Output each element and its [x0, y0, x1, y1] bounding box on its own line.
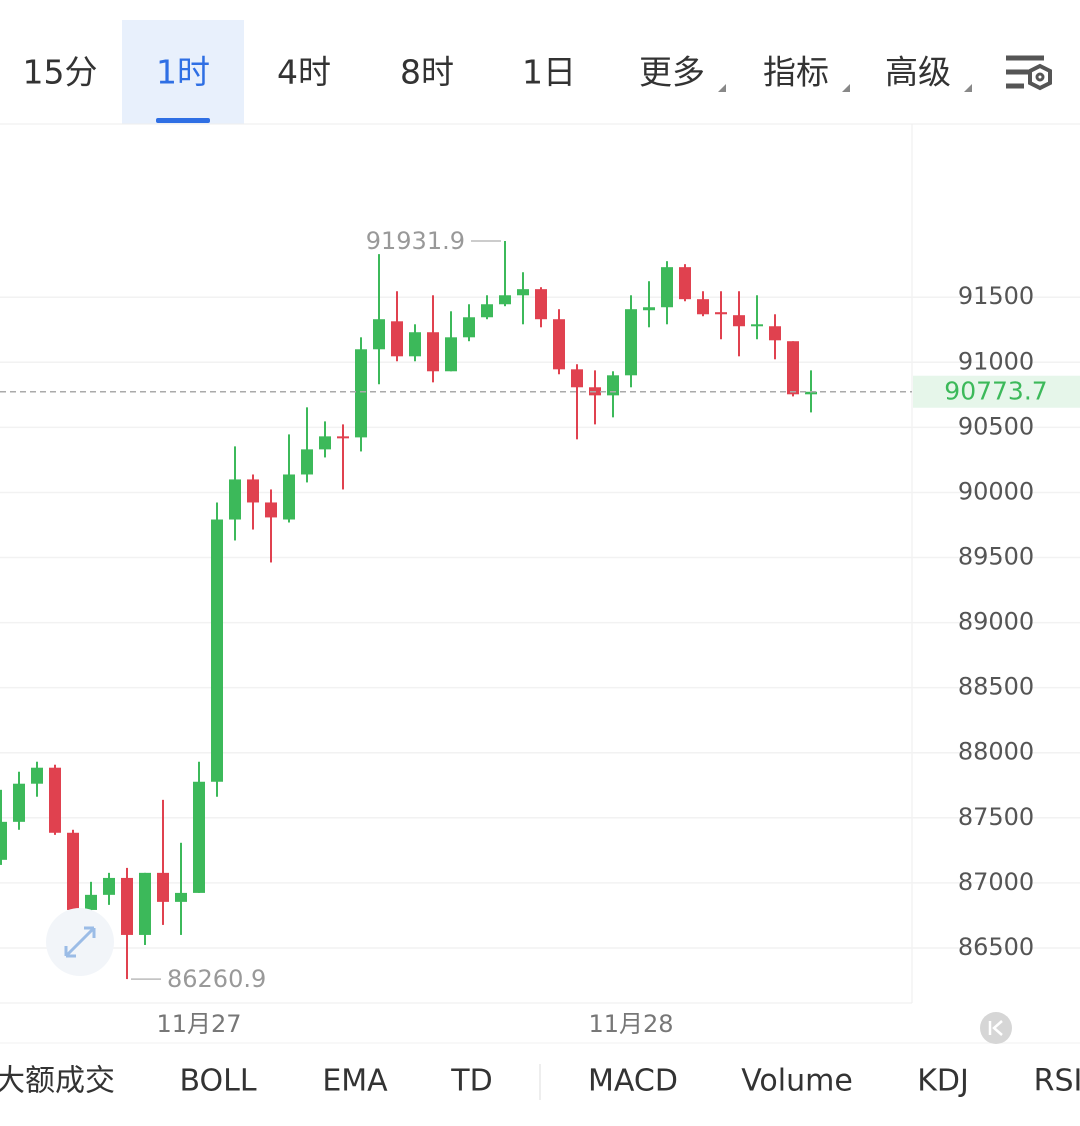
tab[interactable]: 15分	[23, 53, 98, 92]
indicator-tab[interactable]: MACD	[588, 1064, 678, 1099]
candle-body	[643, 307, 655, 311]
y-tick-label: 87500	[958, 803, 1034, 831]
candle-body	[499, 295, 511, 305]
active-tab-bg	[122, 20, 244, 124]
candle-body	[733, 315, 745, 327]
candle-body	[787, 341, 799, 395]
candle-body	[211, 519, 223, 782]
candle-body	[139, 872, 151, 935]
indicator-tab[interactable]: BOLL	[179, 1064, 256, 1099]
tab-dropdown[interactable]: 更多	[639, 53, 705, 92]
candle-body	[175, 892, 187, 902]
y-tick-label: 87000	[958, 868, 1034, 896]
y-tick-label: 86500	[958, 933, 1034, 961]
dropdown-arrows	[718, 84, 972, 92]
candle-body	[535, 289, 547, 320]
candle-body	[409, 332, 421, 357]
candle-body	[283, 474, 295, 520]
candle-body	[229, 479, 241, 520]
tab[interactable]: 1日	[522, 53, 576, 92]
indicator-tab[interactable]: TD	[450, 1064, 492, 1099]
candle-body	[121, 877, 133, 935]
low-marker-label: 86260.9	[167, 965, 266, 993]
x-tick-label: 11月28	[588, 1010, 673, 1038]
candle-body	[13, 783, 25, 822]
y-tick-label: 90000	[958, 477, 1034, 505]
y-tick-label: 89500	[958, 543, 1034, 571]
candle-body	[571, 369, 583, 388]
zoom-button[interactable]	[46, 908, 114, 976]
candle-body	[373, 319, 385, 350]
indicator-tab[interactable]: RSI	[1034, 1064, 1080, 1099]
candle-body	[265, 502, 277, 518]
candle-body	[751, 324, 763, 327]
candle-body	[625, 309, 637, 376]
settings-icon[interactable]	[1006, 55, 1052, 91]
candle-body	[715, 312, 727, 315]
tab-dropdown[interactable]: 指标	[763, 53, 829, 92]
y-tick-label: 91500	[958, 282, 1034, 310]
y-tick-label: 88500	[958, 673, 1034, 701]
candle-body	[607, 375, 619, 396]
candle-body	[103, 877, 115, 895]
tab-dropdown[interactable]: 高级	[885, 53, 951, 92]
candle-body	[481, 304, 493, 318]
last-price-label: 90773.7	[944, 377, 1047, 406]
tab[interactable]: 4时	[277, 53, 331, 92]
indicator-tab[interactable]: KDJ	[917, 1064, 969, 1099]
candle-body	[769, 326, 781, 341]
tab[interactable]: 8时	[400, 53, 454, 92]
candle-body	[337, 436, 349, 439]
y-tick-label: 88000	[958, 738, 1034, 766]
scroll-end-button[interactable]	[980, 1012, 1012, 1044]
candle-body	[445, 337, 457, 372]
candle-body	[805, 391, 817, 395]
indicator-tab[interactable]: Volume	[741, 1064, 853, 1099]
y-tick-label: 89000	[958, 608, 1034, 636]
candle-body	[319, 436, 331, 450]
candle-body	[49, 767, 61, 833]
candle-body	[355, 349, 367, 438]
grid: 86500 87000 87500 88000 88500 89000 89500 90000…	[0, 282, 1080, 1038]
candle-body	[697, 299, 709, 315]
plot: 90773.7 91931.9 86260.9	[0, 227, 1080, 993]
tab-active[interactable]: 1时	[156, 53, 210, 92]
candle-body	[31, 767, 43, 784]
indicator-tab[interactable]: 大额成交	[0, 1064, 115, 1099]
last-price-box	[913, 375, 1080, 408]
indicator-tab[interactable]: EMA	[322, 1064, 388, 1099]
candle-body	[661, 267, 673, 308]
candle-body	[193, 781, 205, 893]
candle-body	[391, 321, 403, 357]
candle-body	[67, 832, 79, 910]
candle-body	[427, 332, 439, 372]
candle-body	[157, 872, 169, 902]
candle-body	[463, 317, 475, 338]
candle-body	[517, 289, 529, 296]
candle-body	[553, 319, 565, 370]
y-tick-label: 90500	[958, 412, 1034, 440]
candle-body	[301, 449, 313, 475]
candle-body	[247, 479, 259, 503]
candle-body	[85, 894, 97, 910]
active-tab-underline	[156, 118, 210, 123]
x-tick-label: 11月27	[156, 1010, 241, 1038]
high-marker-label: 91931.9	[366, 227, 465, 255]
candle-body	[0, 821, 7, 860]
y-tick-label: 91000	[958, 347, 1034, 375]
candle-body	[679, 267, 691, 300]
